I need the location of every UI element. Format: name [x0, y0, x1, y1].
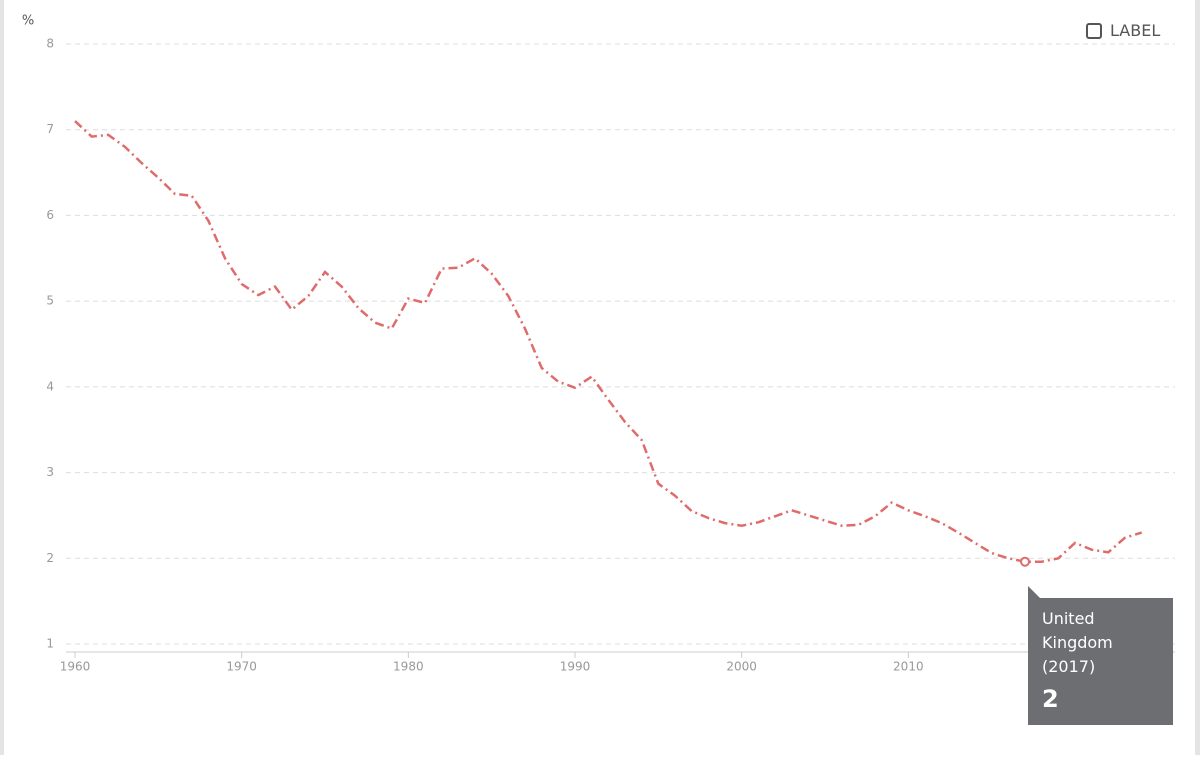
x-tick-label: 2010: [893, 660, 924, 674]
x-tick-label: 1960: [60, 660, 91, 674]
tooltip-value: 2: [1042, 684, 1059, 713]
y-tick-label: 5: [46, 294, 54, 308]
x-tick-label: 1970: [226, 660, 257, 674]
y-tick-label: 4: [46, 379, 54, 393]
checkbox-label[interactable]: LABEL: [1110, 21, 1161, 40]
x-tick-label: 1990: [560, 660, 591, 674]
y-tick-label: 2: [46, 551, 54, 565]
tooltip-name: United Kingdom: [1042, 608, 1113, 652]
y-tick-label: 7: [46, 122, 54, 136]
highlight-point: [1020, 556, 1030, 567]
checkbox[interactable]: [1086, 22, 1102, 39]
label-checkbox[interactable]: LABEL: [1086, 21, 1160, 40]
data-line: [74, 120, 1143, 563]
y-tick-label: 6: [46, 208, 54, 222]
tooltip-x: (2017): [1042, 656, 1096, 676]
tooltip: United Kingdom (2017) 2: [1028, 585, 1173, 725]
y-tick-label: 8: [46, 37, 54, 51]
y-tick-label: 3: [46, 465, 54, 479]
y-unit: %: [22, 14, 34, 29]
y-tick-label: 1: [46, 637, 54, 651]
x-tick-label: 1980: [393, 660, 424, 674]
x-tick-label: 2000: [726, 660, 757, 674]
